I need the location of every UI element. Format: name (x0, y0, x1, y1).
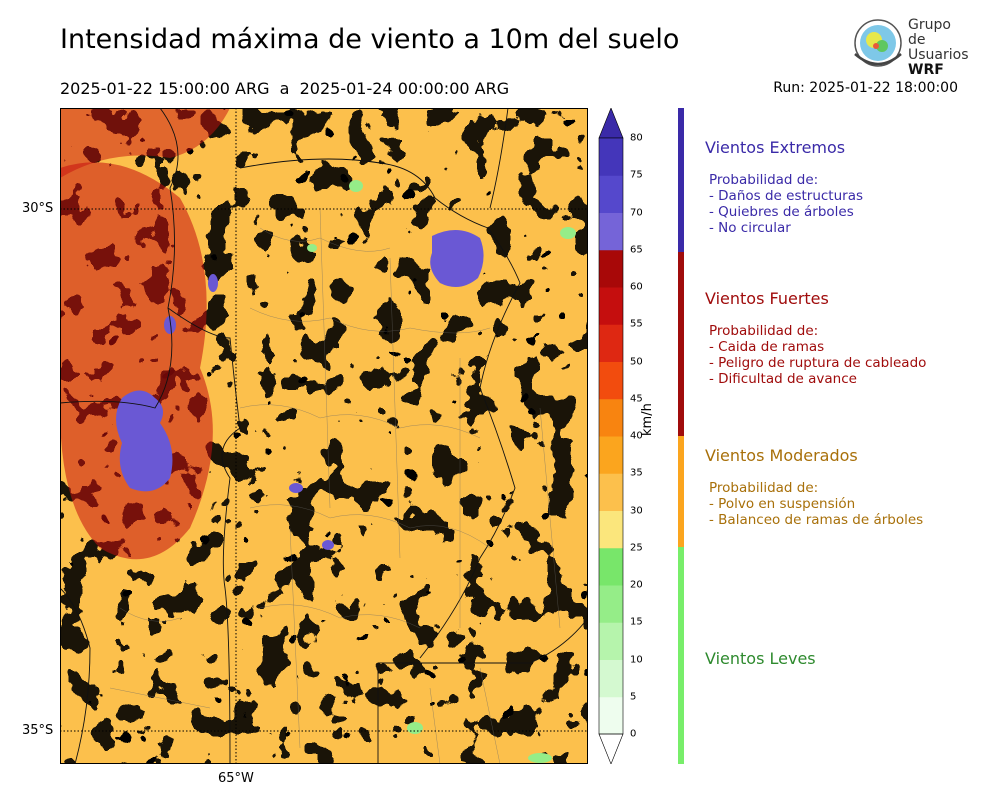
colorbar-segment (599, 585, 623, 623)
extreme-wind-core-west (116, 390, 173, 492)
light-wind-patch (528, 753, 552, 763)
colorbar-tick-label: 40 (630, 430, 643, 442)
band-desc-line: - Dificultad de avance (709, 371, 857, 387)
colorbar-segment (599, 547, 623, 586)
colorbar-segment (599, 436, 623, 474)
band-desc-line: Probabilidad de: (709, 480, 819, 496)
colorbar-tick-label: 75 (630, 169, 643, 181)
colorbar-tick-label: 80 (630, 132, 643, 144)
band-title-light: Vientos Leves (705, 649, 816, 668)
colorbar-segment (599, 696, 623, 735)
department-borders (109, 207, 561, 764)
band-desc-line: - Polvo en suspensión (709, 496, 856, 512)
run-time: Run: 2025-01-22 18:00:00 (773, 80, 958, 96)
band-desc-line: Probabilidad de: (709, 323, 819, 339)
light-wind-patch (407, 722, 423, 734)
colorbar-segment (599, 249, 623, 288)
band-desc-line: - Balanceo de ramas de árboles (709, 512, 924, 528)
strong-wind-west (60, 162, 213, 560)
colorbar-segment (599, 398, 623, 437)
globe-emblem-icon (854, 19, 902, 67)
wind-map (60, 108, 588, 764)
band-desc-extreme: Probabilidad de: - Daños de estructuras … (709, 172, 863, 236)
colorbar-segment (599, 361, 623, 400)
colorbar-frame (598, 137, 624, 735)
band-desc-line: - Peligro de ruptura de cableado (709, 355, 927, 371)
band-bar-light (678, 547, 684, 764)
light-wind-patch (349, 180, 363, 192)
map-title: Intensidad máxima de viento a 10m del su… (60, 24, 680, 55)
band-title-moderate: Vientos Moderados (705, 446, 858, 465)
colorbar-segment (599, 212, 623, 251)
logo-line-2: Usuarios (908, 47, 969, 63)
colorbar-tick-label: 30 (630, 505, 643, 516)
colorbar-tick-label: 70 (630, 207, 643, 218)
wrf-users-logo: Grupo de Usuarios WRF (848, 16, 969, 78)
logo-line-3: WRF (908, 62, 944, 78)
colorbar-over-extension (598, 108, 624, 139)
band-bar-extreme (678, 108, 684, 252)
band-desc-line: - Quiebres de árboles (709, 204, 854, 220)
colorbar-tick-label: 15 (630, 616, 643, 628)
band-desc-line: - Daños de estructuras (709, 188, 864, 204)
strong-wind-northwest (60, 108, 230, 178)
band-desc-strong: Probabilidad de: - Caida de ramas - Peli… (709, 323, 926, 387)
colorbar-tick-label: 45 (630, 393, 643, 405)
extreme-wind-spot (289, 483, 303, 493)
extreme-wind-spot (322, 540, 334, 550)
colorbar-tick-label: 20 (630, 579, 643, 591)
colorbar-under-extension (598, 733, 624, 764)
colorbar-tick-label: 10 (630, 654, 643, 665)
colorbar-tick-label: 60 (630, 281, 643, 293)
valid-period: 2025-01-22 15:00:00 ARG a 2025-01-24 00:… (60, 79, 510, 98)
colorbar-segment (599, 473, 623, 511)
colorbar-segment (599, 622, 623, 660)
graticule (60, 108, 588, 764)
colorbar-segment (599, 510, 623, 549)
band-desc-moderate: Probabilidad de: - Polvo en suspensión -… (709, 480, 923, 528)
band-title-extreme: Vientos Extremos (705, 138, 846, 157)
band-desc-line: Probabilidad de: (709, 172, 819, 188)
colorbar (598, 108, 624, 764)
colorbar-tick-label: 35 (630, 467, 643, 479)
province-borders (60, 108, 588, 764)
colorbar-segment (599, 175, 623, 213)
colorbar-tick-label: 25 (630, 542, 643, 554)
map-frame (60, 108, 588, 764)
band-desc-line: - No circular (709, 220, 791, 236)
band-title-strong: Vientos Fuertes (705, 289, 829, 308)
extreme-wind-spot (164, 316, 176, 334)
colorbar-segment (599, 659, 623, 698)
colorbar-tick-label: 50 (630, 356, 643, 367)
lon-label-65w: 65°W (218, 771, 254, 786)
colorbar-tick-label: 0 (630, 728, 637, 740)
logo-text: Grupo de Usuarios WRF (908, 18, 969, 78)
colorbar-tick-label: 5 (630, 691, 637, 703)
colorbar-segment (599, 287, 623, 325)
lat-label-30s: 30°S (22, 201, 54, 216)
colorbar-tick-label: 65 (630, 244, 643, 256)
light-wind-patch (560, 227, 576, 239)
band-bar-moderate (678, 436, 684, 547)
extreme-wind-spot (208, 274, 218, 292)
colorbar-tick-label: 55 (630, 318, 643, 330)
band-desc-line: - Caida de ramas (709, 339, 825, 355)
band-bar-strong (678, 252, 684, 436)
colorbar-segment (599, 138, 623, 176)
light-wind-patch (307, 244, 317, 252)
extreme-wind-core-northeast (430, 229, 484, 287)
colorbar-segment (599, 324, 623, 362)
lat-label-35s: 35°S (22, 723, 54, 738)
colorbar-unit-label: km/h (640, 403, 655, 436)
logo-line-1: Grupo de (908, 17, 951, 48)
